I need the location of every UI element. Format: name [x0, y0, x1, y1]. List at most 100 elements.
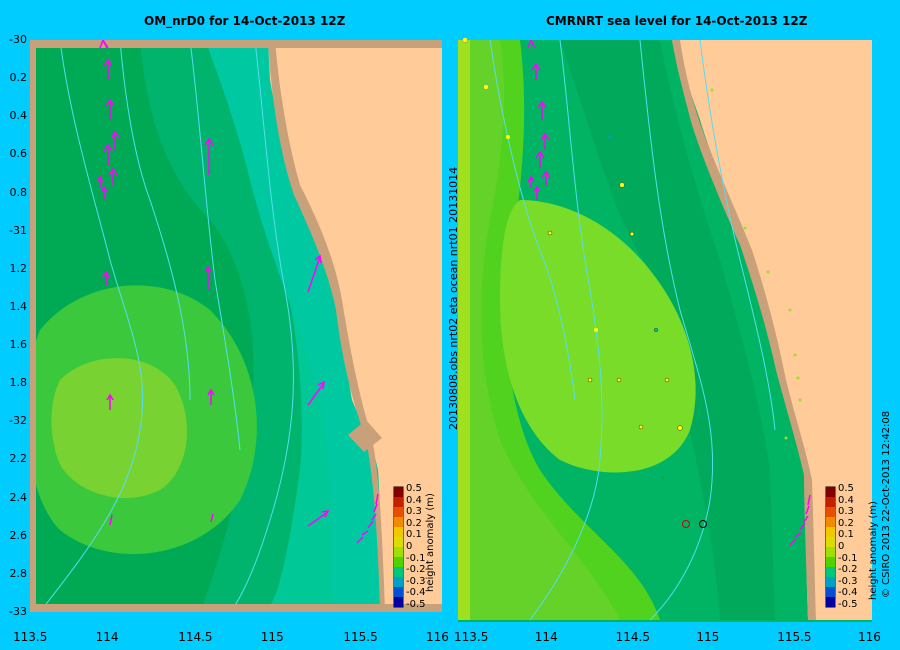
lon-label: 116 [858, 630, 881, 644]
right-coast [672, 40, 816, 620]
colorbar-tick-label: -0.4 [406, 587, 426, 599]
left-map-title: OM_nrD0 for 14-Oct-2013 12Z [144, 14, 346, 28]
lon-label: 115.5 [777, 630, 812, 644]
colorbar-tick-label: 0.5 [838, 483, 854, 494]
left-south-strip [30, 604, 442, 612]
colorbar-swatch [394, 587, 403, 597]
left-north-strip [30, 40, 442, 48]
colorbar-swatch [826, 557, 835, 567]
colorbar-swatch [394, 577, 403, 587]
left-contour-pos [51, 358, 187, 499]
left-colorbar-unit: height anomaly (m) [425, 493, 436, 592]
colorbar-swatch [394, 557, 403, 567]
left-current-vectors [96, 39, 379, 544]
colorbar-swatch [394, 567, 403, 577]
colorbar-tick-label: -0.5 [838, 599, 858, 610]
colorbar-tick-label: -0.2 [838, 564, 858, 576]
colorbar-swatch [826, 507, 835, 517]
lat-label: -30 [9, 33, 27, 46]
right-colorbar-unit: height anomaly (m) [868, 501, 879, 600]
lat-label: 1.4 [9, 299, 28, 313]
lon-label: 115 [260, 630, 284, 644]
colorbar-tick-label: 0 [838, 541, 845, 552]
lon-label: 114.5 [178, 630, 213, 644]
right-map-title: CMRNRT sea level for 14-Oct-2013 12Z [546, 14, 808, 28]
colorbar-tick-label: 0.1 [838, 529, 854, 541]
colorbar-swatch [826, 547, 835, 557]
lat-label: 2.2 [9, 452, 28, 466]
colorbar-tick-label: 0.5 [406, 483, 422, 494]
colorbar-swatch [826, 527, 835, 537]
colorbar-tick-label: -0.1 [838, 552, 858, 564]
colorbar-tick-label: 0.3 [838, 506, 854, 518]
right-map [458, 37, 872, 622]
colorbar-tick-label: 0.4 [838, 494, 854, 506]
colorbar-swatch [394, 487, 403, 497]
left-island [348, 420, 382, 452]
lat-label: 2.6 [9, 528, 28, 542]
colorbar-swatch [394, 517, 403, 527]
lat-label: 0.2 [9, 71, 28, 85]
colorbar-swatch [394, 527, 403, 537]
colorbar-swatch [394, 497, 403, 507]
lat-label: -31 [9, 223, 27, 237]
colorbar-tick-label: 0.2 [838, 517, 854, 529]
lat-label: 1.6 [9, 338, 28, 352]
colorbar-swatch [826, 517, 835, 527]
lon-label: 113.5 [454, 630, 489, 644]
colorbar-swatch [826, 567, 835, 577]
lat-label: -32 [9, 414, 27, 428]
lat-label: 0.6 [9, 147, 28, 161]
lat-label: 0.4 [9, 109, 28, 123]
left-contour-east [205, 40, 385, 612]
lat-label: 1.2 [9, 261, 28, 275]
lat-label: -33 [9, 605, 27, 618]
colorbar-tick-label: -0.3 [838, 575, 858, 587]
lon-label: 114 [95, 630, 119, 644]
colorbar-tick-label: -0.3 [406, 575, 426, 587]
colorbar-tick-label: -0.1 [406, 552, 426, 564]
colorbar-swatch [394, 537, 403, 547]
left-map [30, 39, 442, 612]
colorbar-swatch [826, 537, 835, 547]
left-west-strip [30, 40, 36, 612]
lon-label: 116 [426, 630, 449, 644]
lat-label: 0.8 [9, 185, 28, 199]
right-map-run-info: 20130808.obs nrt02 eta ocean nrt01 20131… [447, 166, 460, 430]
colorbar-swatch [826, 597, 835, 607]
left-coast [268, 40, 385, 612]
right-contour-east [560, 40, 775, 620]
colorbar-tick-label: -0.2 [406, 564, 426, 576]
right-contour-west-inner [458, 40, 620, 620]
colorbar-tick-label: -0.4 [838, 587, 858, 599]
left-colorbar-fill [394, 487, 403, 607]
copyright-timestamp: © CSIRO 2013 22-Oct-2013 12:42:08 [881, 410, 892, 598]
colorbar-swatch [826, 587, 835, 597]
right-contour-edge [458, 40, 470, 620]
colorbar-tick-label: 0.3 [406, 506, 422, 518]
colorbar-tick-label: -0.5 [406, 599, 426, 610]
colorbar-swatch [394, 507, 403, 517]
colorbar-swatch [826, 497, 835, 507]
right-current-vectors [527, 39, 811, 546]
right-bathymetry [489, 40, 776, 621]
colorbar-tick-label: 0.4 [406, 494, 422, 506]
lon-label: 115.5 [343, 630, 378, 644]
colorbar-swatch [826, 487, 835, 497]
right-contour-pos [500, 200, 696, 473]
colorbar-tick-label: 0 [406, 541, 413, 552]
lat-label: 2.8 [9, 566, 28, 580]
colorbar-swatch [394, 597, 403, 607]
colorbar-swatch [826, 577, 835, 587]
left-land [268, 40, 442, 612]
lat-label: 1.8 [9, 376, 28, 390]
colorbar-tick-label: 0.1 [406, 529, 422, 541]
right-colorbar-fill [826, 487, 835, 607]
left-bathymetry [39, 40, 294, 612]
lon-label: 115 [696, 630, 720, 644]
lon-label: 114 [534, 630, 558, 644]
colorbar-tick-label: 0.2 [406, 517, 422, 529]
lon-label: 114.5 [615, 630, 650, 644]
lon-label: 113.5 [13, 630, 48, 644]
